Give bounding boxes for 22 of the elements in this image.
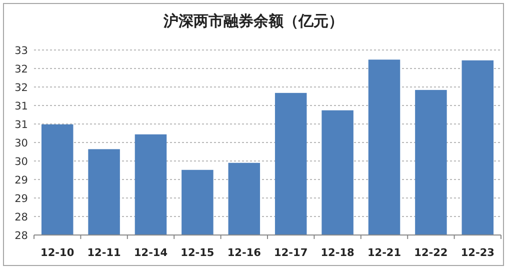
x-tick-label: 12-10 [40,247,74,259]
chart-title: 沪深两市融券余额（亿元） [162,12,344,30]
y-tick-label: 32 [14,64,28,76]
x-tick-label: 12-21 [367,247,402,259]
x-tick-label: 12-23 [460,247,494,259]
y-tick-label: 32 [14,82,28,94]
y-tick-label: 30 [14,138,28,150]
x-tick-label: 12-11 [87,247,121,259]
x-tick-label: 12-16 [227,247,261,259]
x-tick-label: 12-14 [134,247,168,259]
y-tick-label: 29 [14,174,28,186]
y-tick-label: 33 [14,45,28,57]
y-tick-label: 29 [14,193,28,205]
y-tick-label: 28 [14,230,28,242]
x-tick-label: 12-22 [414,247,448,259]
y-tick-label: 30 [14,156,28,168]
x-tick-label: 12-18 [320,247,354,259]
y-tick-label: 31 [14,100,28,112]
x-tick-label: 12-17 [274,247,308,259]
x-tick-label: 12-15 [180,247,214,259]
y-tick-label: 31 [14,119,28,131]
y-tick-label: 28 [14,212,28,224]
